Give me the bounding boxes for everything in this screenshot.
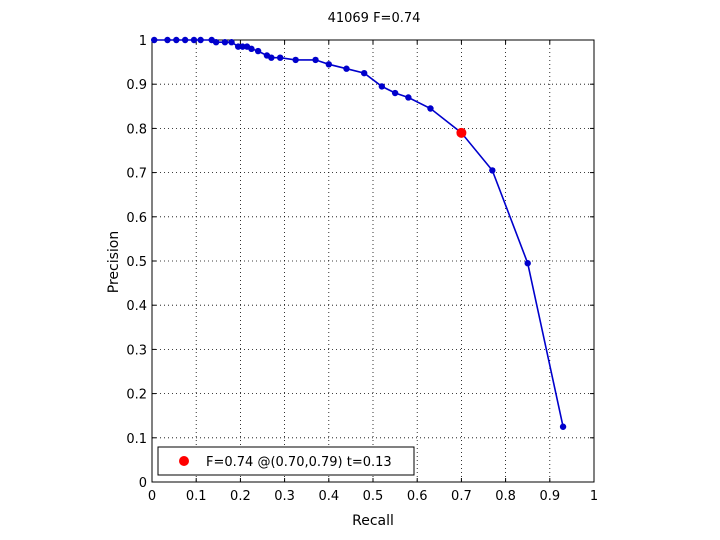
data-point bbox=[190, 36, 198, 44]
data-point bbox=[343, 65, 350, 72]
y-tick-label: 0.4 bbox=[126, 299, 147, 314]
x-tick-label: 0.2 bbox=[230, 489, 251, 504]
legend: F=0.74 @(0.70,0.79) t=0.13 bbox=[157, 446, 415, 476]
y-tick-label: 0 bbox=[139, 476, 147, 491]
data-point bbox=[292, 56, 299, 64]
data-point bbox=[234, 43, 242, 50]
x-tick-label: 0.5 bbox=[363, 489, 384, 504]
legend-marker bbox=[179, 456, 189, 466]
best-f-point bbox=[456, 127, 467, 138]
x-tick-label: 1 bbox=[590, 489, 598, 504]
y-tick-label: 0.1 bbox=[126, 432, 147, 447]
data-point bbox=[325, 61, 332, 68]
grid-lines bbox=[152, 40, 594, 482]
y-tick-label: 0.5 bbox=[126, 255, 147, 270]
data-point bbox=[151, 36, 158, 44]
x-tick-label: 0 bbox=[148, 489, 156, 504]
y-tick-label: 0.3 bbox=[126, 343, 147, 358]
data-point bbox=[228, 39, 235, 46]
x-tick-label: 0.1 bbox=[186, 489, 207, 504]
legend-label: F=0.74 @(0.70,0.79) t=0.13 bbox=[206, 455, 392, 470]
data-point bbox=[254, 47, 262, 55]
y-tick-label: 0.7 bbox=[126, 167, 147, 182]
y-tick-label: 0.8 bbox=[126, 122, 147, 137]
data-point bbox=[391, 89, 399, 97]
data-point bbox=[427, 105, 434, 112]
data-point bbox=[276, 54, 284, 61]
y-tick-label: 0.6 bbox=[126, 211, 147, 226]
data-point bbox=[489, 167, 496, 174]
data-point bbox=[164, 36, 171, 44]
y-axis-label: Precision bbox=[106, 231, 122, 293]
x-tick-label: 0.8 bbox=[495, 489, 516, 504]
data-point bbox=[239, 43, 246, 50]
data-point bbox=[524, 260, 531, 267]
x-tick-label: 0.7 bbox=[451, 489, 472, 504]
data-point bbox=[312, 56, 319, 64]
y-tick-label: 1 bbox=[139, 34, 147, 49]
data-point bbox=[405, 94, 412, 101]
data-point bbox=[197, 36, 204, 44]
data-point bbox=[360, 69, 368, 77]
x-tick-label: 0.3 bbox=[274, 489, 295, 504]
data-point bbox=[181, 36, 189, 44]
x-tick-label: 0.6 bbox=[407, 489, 428, 504]
x-axis-label: Recall bbox=[352, 513, 394, 529]
series-layer bbox=[151, 36, 567, 430]
y-tick-label: 0.2 bbox=[126, 388, 147, 403]
data-point bbox=[559, 423, 567, 430]
data-point bbox=[378, 83, 386, 90]
data-point bbox=[268, 54, 275, 61]
data-point bbox=[212, 39, 220, 46]
data-point bbox=[248, 45, 255, 53]
y-tick-label: 0.9 bbox=[126, 78, 147, 93]
x-tick-label: 0.9 bbox=[539, 489, 560, 504]
axis-ticks: 0 0.1 0.2 0.3 0.4 0.5 0.6 0.7 0.8 0.9 1 0 0.1 0.2 0.3 0… bbox=[126, 34, 598, 504]
x-tick-label: 0.4 bbox=[318, 489, 339, 504]
data-point bbox=[221, 39, 229, 46]
chart-title: 41069 F=0.74 bbox=[328, 11, 421, 26]
legend-box bbox=[157, 446, 415, 476]
series-line bbox=[154, 39, 564, 427]
data-point bbox=[173, 36, 180, 44]
